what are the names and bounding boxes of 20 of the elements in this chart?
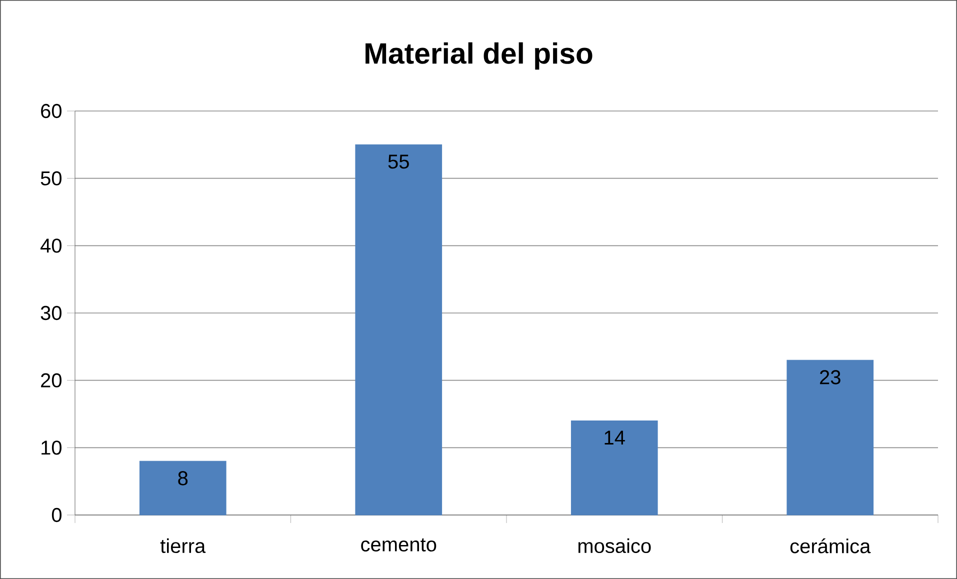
y-tick-label: 40 — [40, 238, 62, 253]
data-label: 55 — [388, 154, 409, 169]
y-tick-label: 60 — [41, 104, 62, 118]
y-tick-label: 30 — [40, 306, 62, 320]
chart-title: Material del piso — [366, 42, 592, 70]
bar — [786, 360, 874, 516]
data-label: 23 — [820, 370, 840, 384]
y-tick-label: 0 — [52, 508, 62, 522]
y-tick-label: 50 — [40, 171, 62, 186]
x-tick-label: cemento — [361, 538, 436, 552]
bar — [139, 460, 226, 516]
x-tick-label: tierra — [160, 538, 206, 554]
bar — [355, 144, 442, 516]
x-tick-label: cerámica — [790, 538, 871, 554]
y-tick-label: 10 — [42, 440, 62, 455]
bar — [570, 420, 658, 516]
x-tick-label: mosaico — [578, 538, 651, 554]
y-tick-label: 20 — [41, 373, 62, 388]
data-label: 8 — [178, 471, 188, 486]
data-label: 14 — [604, 430, 625, 445]
